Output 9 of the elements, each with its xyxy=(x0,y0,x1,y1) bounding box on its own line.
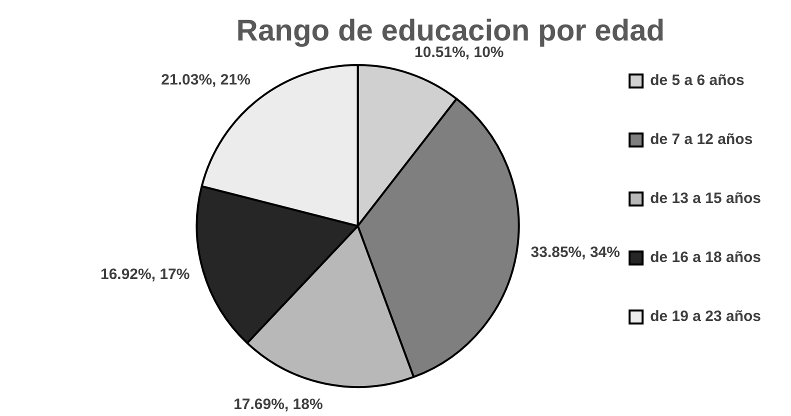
legend-label: de 16 a 18 años xyxy=(650,249,762,266)
data-label: 33.85%, 34% xyxy=(530,244,620,261)
legend-label: de 19 a 23 años xyxy=(650,308,762,326)
legend-label: de 5 a 6 años xyxy=(650,72,744,90)
data-label: 17.69%, 18% xyxy=(234,396,323,414)
data-label: 21.03%, 21% xyxy=(161,71,250,88)
legend-label: de 13 a 15 años xyxy=(650,190,762,208)
legend-label: de 7 a 12 años xyxy=(650,131,753,148)
data-label: 16.92%, 17% xyxy=(100,266,190,283)
